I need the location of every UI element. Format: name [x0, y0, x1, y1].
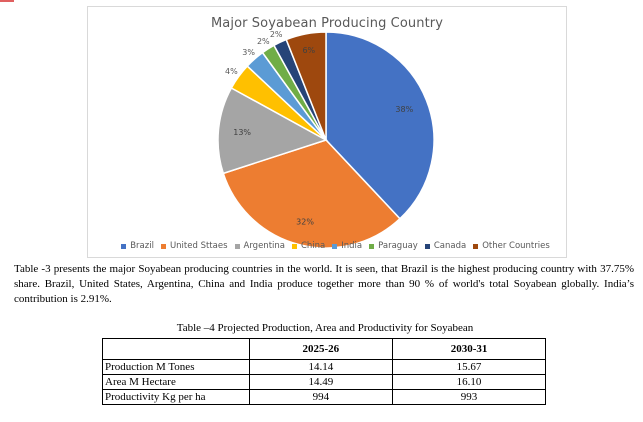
value-cell: 14.14: [248, 359, 394, 375]
value-cell: 15.67: [392, 359, 546, 375]
header-cell: 2025-26: [248, 338, 394, 360]
projection-table: 2025-26 2030-31 Production M Tones 14.14…: [102, 338, 546, 405]
legend-item: Paraguay: [369, 241, 418, 251]
slice-data-label: 2%: [270, 30, 283, 39]
pie-slice-argentina: [217, 86, 328, 175]
value-cell: 994: [248, 389, 394, 405]
header-cell: [102, 338, 250, 360]
value-cell: 16.10: [392, 374, 546, 390]
legend-item: Other Countries: [473, 241, 550, 251]
table-row: Area M Hectare 14.49 16.10: [102, 374, 546, 390]
table-row: Production M Tones 14.14 15.67: [102, 359, 546, 375]
slice-data-label: 32%: [296, 218, 314, 227]
value-cell: 14.49: [248, 374, 394, 390]
legend-item: Brazil: [121, 241, 154, 251]
pie-chart: Major Soyabean Producing Country 38% 32% 1…: [87, 6, 567, 258]
row-label: Productivity Kg per ha: [102, 389, 250, 405]
legend-label: Argentina: [243, 241, 285, 251]
slice-data-label: 13%: [233, 128, 251, 137]
legend-swatch: [473, 243, 479, 249]
slice-data-label: 6%: [302, 46, 315, 55]
legend-swatch: [424, 243, 430, 249]
table-header-row: 2025-26 2030-31: [102, 338, 546, 360]
chart-title: Major Soyabean Producing Country: [210, 16, 444, 31]
chart-legend: Brazil United Sttaes Argentina China India Pa…: [115, 240, 556, 252]
header-cell: 2030-31: [392, 338, 546, 360]
legend-swatch: [332, 243, 338, 249]
legend-item: India: [332, 241, 362, 251]
legend-label: United Sttaes: [169, 241, 228, 251]
legend-item: Canada: [424, 241, 467, 251]
top-edge-mark: [0, 0, 14, 2]
row-label: Production M Tones: [102, 359, 250, 375]
slice-data-label: 38%: [395, 105, 413, 114]
legend-label: Canada: [433, 241, 467, 251]
legend-label: Other Countries: [482, 241, 550, 251]
legend-item: China: [291, 241, 326, 251]
legend-swatch: [291, 243, 297, 249]
legend-item: United Sttaes: [160, 241, 228, 251]
pie-slice-brazil: [325, 31, 435, 220]
legend-swatch: [369, 243, 375, 249]
pie-slice-other-countries: [285, 31, 327, 141]
slice-data-label: 4%: [225, 67, 238, 76]
legend-label: China: [300, 241, 326, 251]
legend-label: India: [341, 241, 363, 251]
body-paragraph: Table -3 presents the major Soyabean pro…: [14, 263, 634, 305]
legend-item: Argentina: [234, 241, 285, 251]
slice-data-label: 2%: [257, 37, 270, 46]
row-label: Area M Hectare: [102, 374, 250, 390]
pie-slice-united-sttaes: [222, 139, 401, 249]
table-caption: Table –4 Projected Production, Area and …: [176, 322, 474, 334]
table-row: Productivity Kg per ha 994 993: [102, 389, 546, 405]
legend-swatch: [234, 243, 240, 249]
legend-swatch: [121, 243, 127, 249]
pie-svg: 38%32%13%4%3%2%2%6%: [217, 30, 435, 249]
legend-label: Brazil: [130, 241, 154, 251]
value-cell: 993: [392, 389, 546, 405]
slice-data-label: 3%: [242, 48, 255, 57]
legend-swatch: [160, 243, 166, 249]
legend-label: Paraguay: [378, 241, 418, 251]
